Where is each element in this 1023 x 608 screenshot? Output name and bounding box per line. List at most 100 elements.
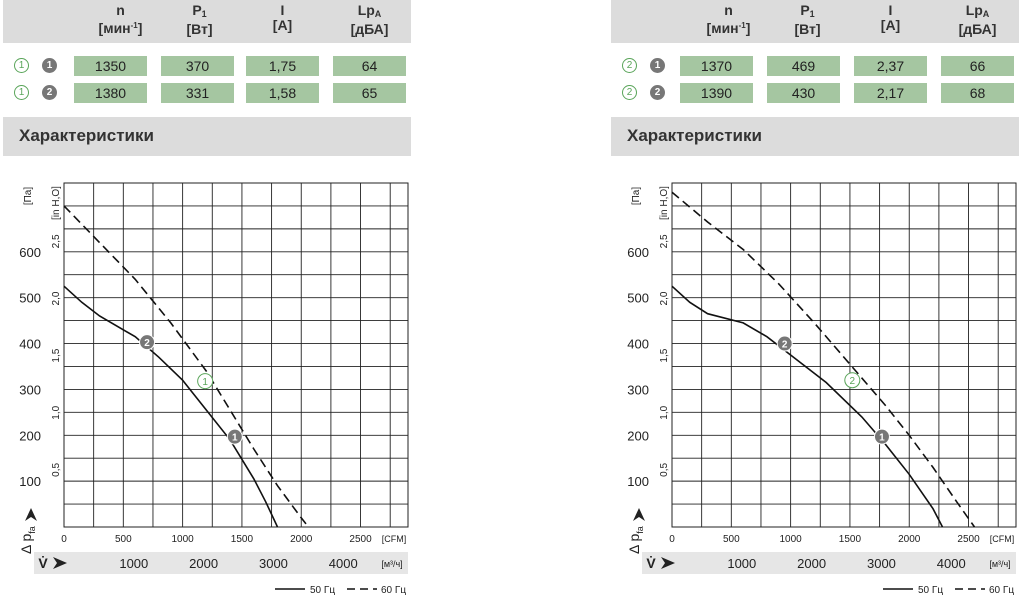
x-unit-cfm: [CFM] (382, 534, 407, 544)
chart-left: 100 200 300 400 500 600 0,5 1,0 1,5 2,0 2,5 [Па] [in… (3, 170, 411, 608)
cell-p1: 430 (767, 83, 840, 103)
x-tick-label-cfm: 1000 (779, 534, 802, 545)
y-tick-label-pa: 100 (19, 474, 41, 489)
curve-60hz (63, 205, 310, 528)
x-unit-m3h: [м³/ч] (381, 559, 402, 569)
marker-label: 2 (144, 338, 150, 349)
section-title-bar: Характеристики (611, 117, 1019, 156)
variant-marker: 2 (622, 85, 637, 100)
curve-50hz (63, 285, 279, 528)
header-p1: P1 [Вт] (794, 2, 821, 37)
y-tick-label-inh2o: 1,5 (659, 348, 670, 362)
y-tick-label-pa: 400 (627, 337, 649, 352)
legend-label-50hz: 50 Гц (310, 585, 335, 596)
cell-i: 1,58 (246, 83, 319, 103)
x-tick-label-m3h: 2000 (797, 556, 826, 571)
y-axis-label-sub: fa (27, 526, 37, 534)
header-p1: P1 [Вт] (186, 2, 213, 37)
y-tick-label-pa: 200 (19, 428, 41, 443)
marker-label: 2 (782, 340, 788, 351)
y-tick-label-pa: 500 (627, 291, 649, 306)
x-tick-label-cfm: 2500 (349, 534, 372, 545)
y-axis-label: Δ pfa (18, 526, 37, 554)
x-tick-label-cfm: 0 (669, 534, 675, 545)
y-tick-label-inh2o: 1,0 (659, 405, 670, 419)
y-axis-label-main: Δ p (18, 534, 34, 554)
y-axis-arrow-icon (633, 508, 645, 521)
x-tick-label-cfm: 2000 (290, 534, 313, 545)
table-row: 1 1 1350 370 1,75 64 (3, 56, 411, 78)
y-tick-label-inh2o: 0,5 (51, 462, 62, 476)
x-tick-label-m3h: 4000 (329, 556, 358, 571)
variant-marker: 2 (622, 58, 637, 73)
characteristic-chart: 100 200 300 400 500 600 0,5 1,0 1,5 2,0 2,5 [Па] [in… (18, 182, 409, 596)
x-axis-m3h-band (34, 552, 408, 574)
y-tick-label-pa: 600 (627, 245, 649, 260)
header-n: n [мин-1] (98, 2, 143, 36)
x-tick-label-m3h: 2000 (189, 556, 218, 571)
marker-label: 1 (202, 377, 208, 388)
header-lpa: LpA [дБА] (958, 2, 997, 37)
operating-point-marker (139, 334, 156, 351)
y-axis-label-sub: fa (635, 526, 645, 534)
x-axis-label: V̇ (38, 555, 48, 571)
x-axis-m3h-band (642, 552, 1016, 574)
table-header: n [мин-1] P1 [Вт] I [A] LpA [дБА] (3, 0, 411, 43)
table-row: 2 2 1390 430 2,17 68 (611, 83, 1019, 105)
variant-point-marker (844, 372, 861, 389)
section-title: Характеристики (19, 126, 154, 145)
x-unit-cfm: [CFM] (990, 534, 1015, 544)
operating-point-marker (873, 428, 890, 445)
y-tick-label-pa: 200 (627, 428, 649, 443)
y-tick-label-inh2o: 1,0 (51, 405, 62, 419)
x-tick-label-m3h: 1000 (119, 556, 148, 571)
x-tick-label-cfm: 2500 (957, 534, 980, 545)
cell-p1: 331 (161, 83, 234, 103)
y-tick-label-inh2o: 0,5 (659, 462, 670, 476)
y-tick-label-inh2o: 2,0 (51, 291, 62, 305)
cell-lpa: 66 (941, 56, 1014, 76)
legend-label-50hz: 50 Гц (918, 585, 943, 596)
y-tick-label-pa: 500 (19, 291, 41, 306)
table-row: 1 2 1380 331 1,58 65 (3, 83, 411, 105)
y-axis-arrow-icon (25, 508, 37, 521)
cell-p1: 469 (767, 56, 840, 76)
section-title-bar: Характеристики (3, 117, 411, 156)
y-tick-label-inh2o: 2,5 (659, 234, 670, 248)
header-n: n [мин-1] (706, 2, 751, 36)
operating-point-marker (776, 335, 793, 352)
x-tick-label-m3h: 3000 (259, 556, 288, 571)
y-unit-inh2o: [in H,O] (659, 186, 670, 220)
x-tick-label-cfm: 1500 (231, 534, 254, 545)
curve-60hz (671, 191, 976, 528)
y-tick-label-inh2o: 2,0 (659, 291, 670, 305)
y-tick-label-pa: 100 (627, 474, 649, 489)
variant-marker: 1 (14, 85, 29, 100)
x-tick-label-cfm: 1000 (171, 534, 194, 545)
y-unit-inh2o: [in H,O] (51, 186, 62, 220)
variant-marker: 1 (14, 58, 29, 73)
y-tick-label-pa: 300 (19, 382, 41, 397)
x-tick-label-m3h: 1000 (727, 556, 756, 571)
variant-point-marker (197, 373, 214, 390)
x-tick-label-cfm: 2000 (898, 534, 921, 545)
table-row: 2 1 1370 469 2,37 66 (611, 56, 1019, 78)
chart-right: 100 200 300 400 500 600 0,5 1,0 1,5 2,0 2,5 [Па] [in… (611, 170, 1019, 608)
x-tick-label-cfm: 500 (115, 534, 132, 545)
x-unit-m3h: [м³/ч] (989, 559, 1010, 569)
section-title: Характеристики (627, 126, 762, 145)
y-unit-pa: [Па] (23, 187, 34, 206)
cell-n: 1370 (680, 56, 753, 76)
x-axis-arrow-icon (53, 557, 67, 569)
x-axis-arrow-icon (661, 557, 675, 569)
cell-lpa: 65 (333, 83, 406, 103)
x-tick-label-cfm: 500 (723, 534, 740, 545)
operating-point-marker (226, 428, 243, 445)
cell-i: 2,37 (854, 56, 927, 76)
marker-label: 1 (232, 433, 238, 444)
curve-marker: 2 (650, 85, 665, 100)
y-tick-label-inh2o: 2,5 (51, 234, 62, 248)
curve-50hz (671, 285, 944, 528)
header-i: I [A] (880, 2, 901, 33)
y-tick-label-pa: 600 (19, 245, 41, 260)
